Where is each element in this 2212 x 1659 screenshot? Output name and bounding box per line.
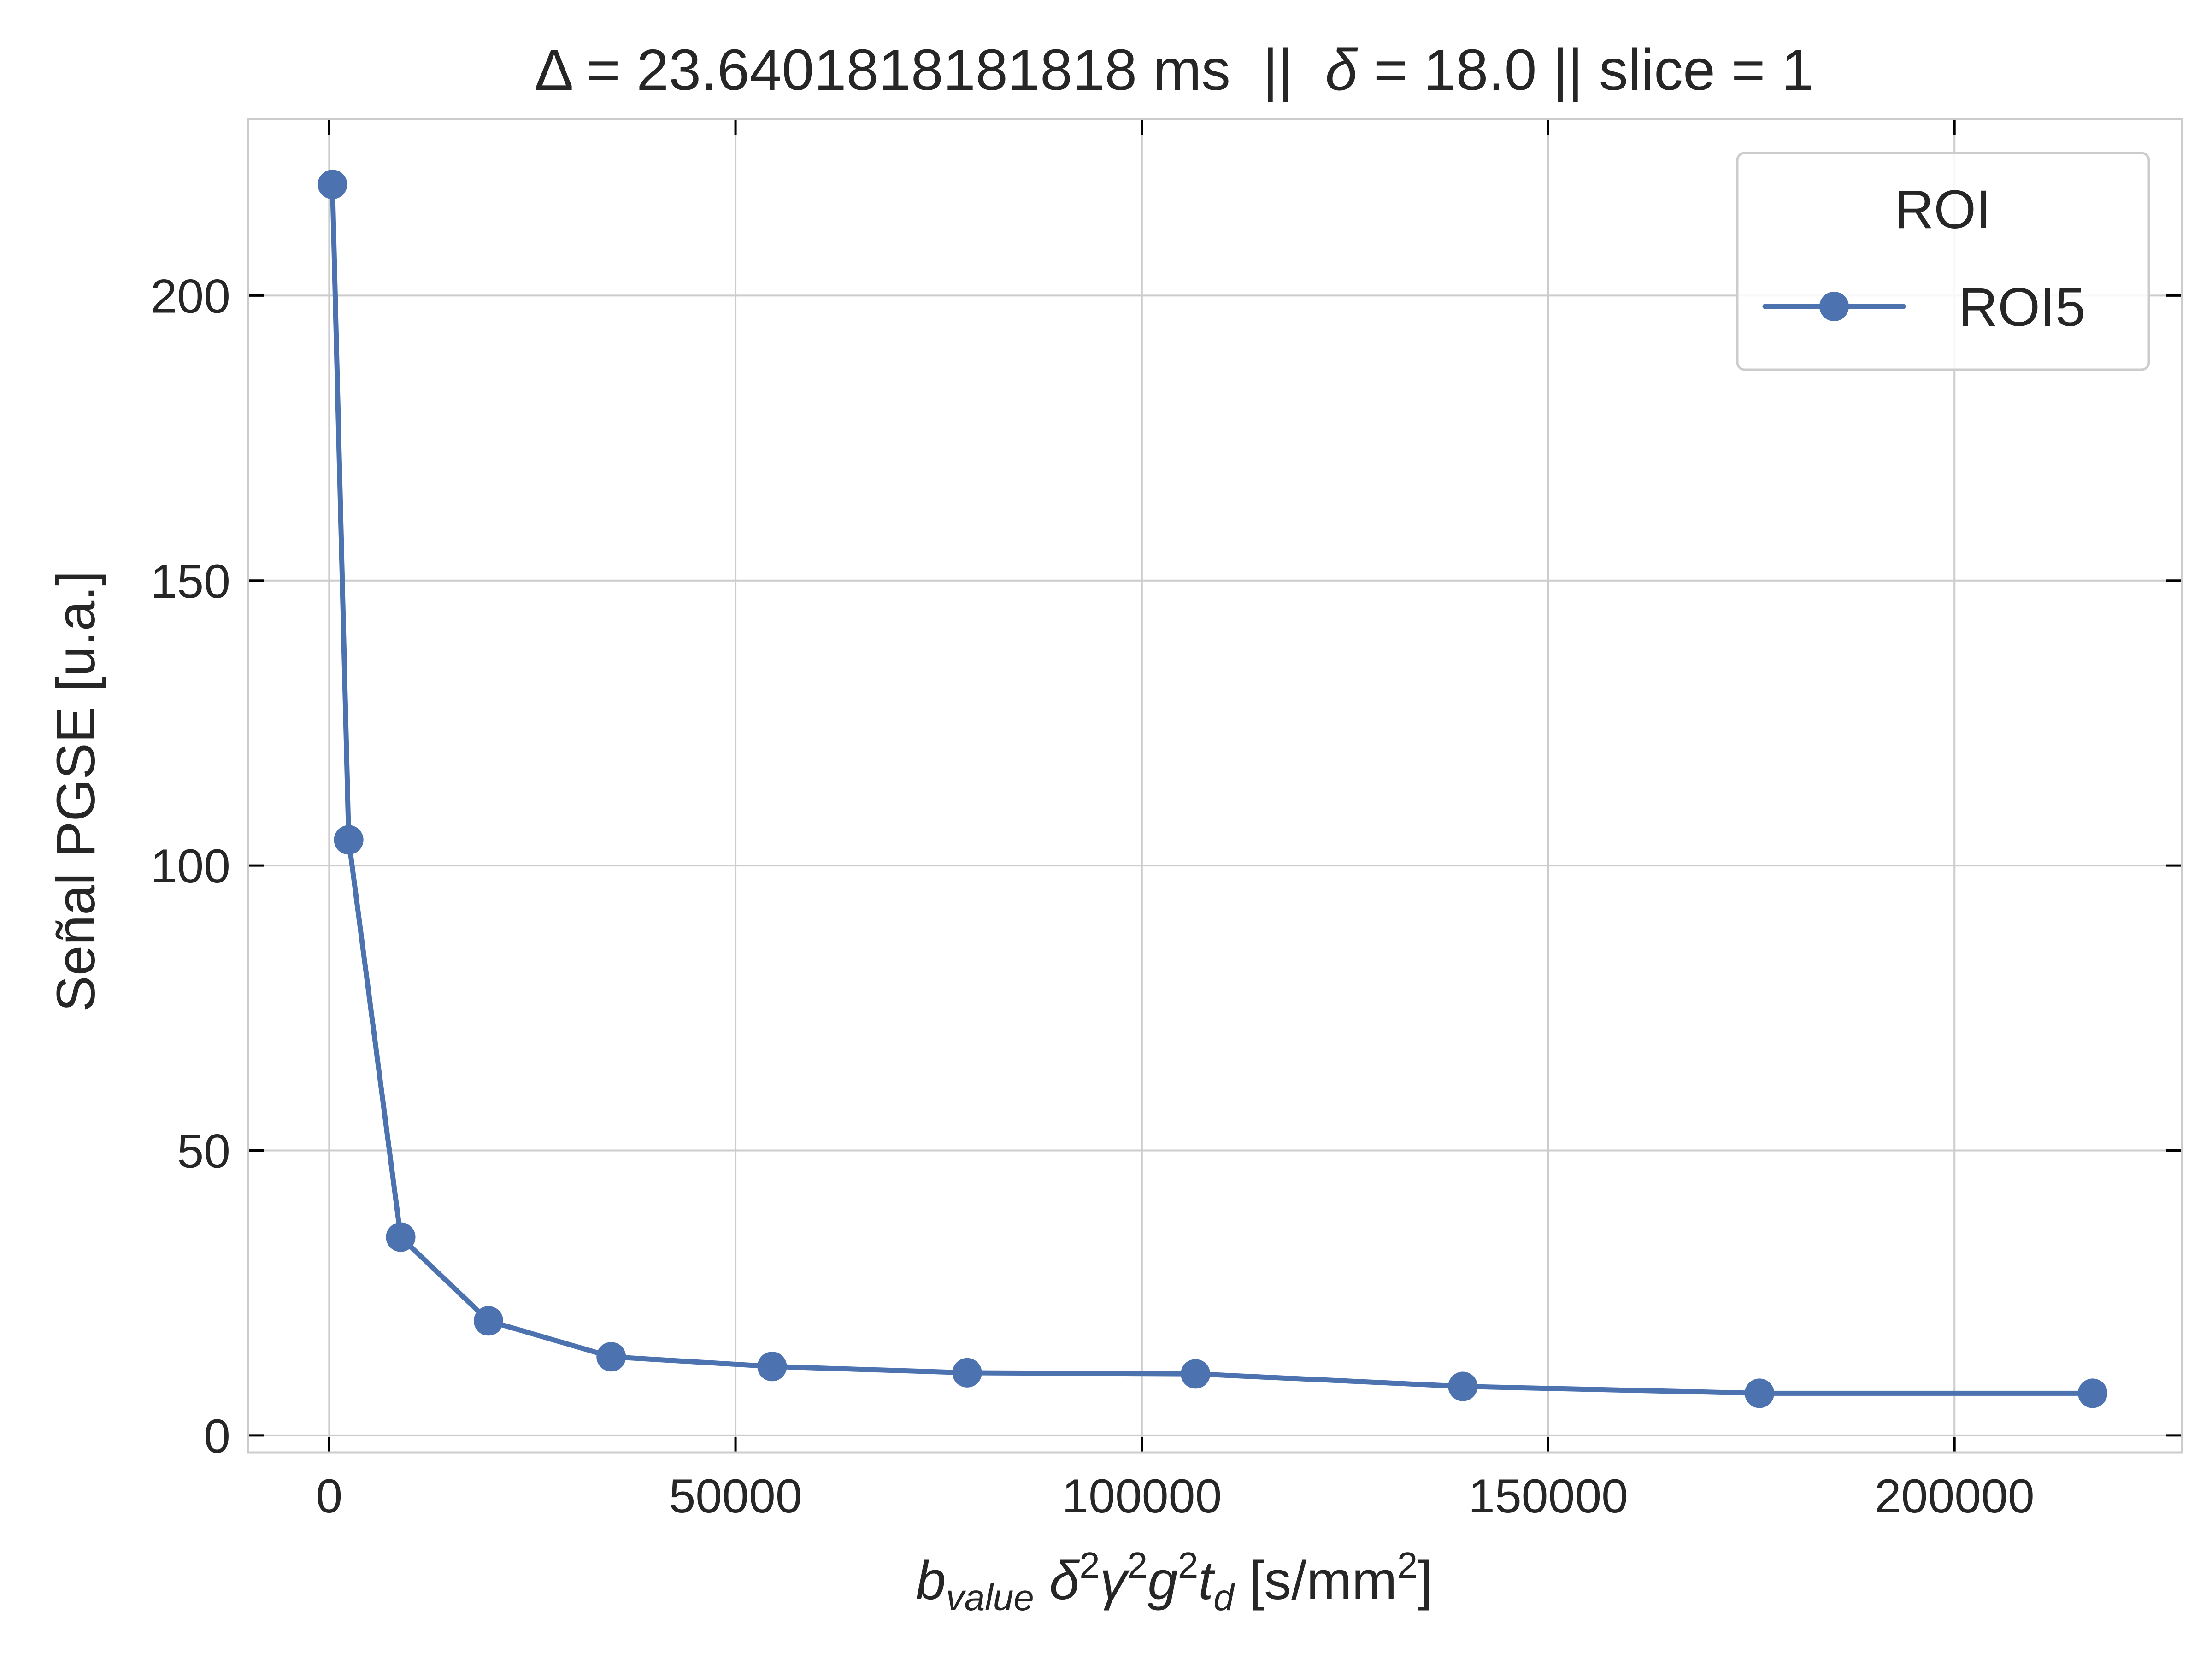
x-tick-label: 50000	[669, 1470, 802, 1523]
series-roi5	[318, 170, 2108, 1408]
data-point-roi5	[318, 170, 347, 200]
y-tick-label: 200	[150, 270, 230, 323]
xlabel-gamma: γ	[1100, 1550, 1130, 1611]
xlabel-units-close: ]	[1418, 1550, 1433, 1611]
legend-marker-roi5	[1819, 292, 1849, 321]
y-tick-labels: 0 50 100 150 200	[150, 270, 230, 1463]
y-tick-label: 50	[177, 1125, 230, 1178]
data-point-roi5	[334, 825, 364, 855]
xlabel-g: g	[1147, 1550, 1178, 1611]
xlabel-units-open: [s/mm	[1249, 1550, 1397, 1611]
data-point-roi5	[1181, 1359, 1211, 1389]
x-tick-label: 0	[316, 1470, 342, 1523]
y-axis-label: Señal PGSE [u.a.]	[46, 571, 106, 1012]
xlabel-sup-2: 2	[1127, 1545, 1148, 1586]
x-tick-labels: 0 50000 100000 150000 200000	[316, 1470, 2034, 1523]
title-part-2: = 18.0 || slice = 1	[1358, 37, 1814, 102]
legend-title: ROI	[1894, 179, 1991, 240]
xlabel-sup-3: 2	[1178, 1545, 1199, 1586]
plot-frame	[247, 118, 2183, 1454]
axis-ticks	[248, 119, 2182, 1453]
data-point-roi5	[1745, 1378, 1775, 1408]
title-delta-cap: Δ	[535, 37, 572, 102]
legend: ROI ROI5	[1736, 152, 2150, 371]
data-point-roi5	[757, 1352, 787, 1382]
y-tick-label: 100	[150, 840, 230, 893]
x-tick-label: 100000	[1062, 1470, 1222, 1523]
title-part-1: = 23.6401818181818 ms ||	[570, 37, 1325, 102]
data-point-roi5	[473, 1306, 503, 1336]
xlabel-t: t	[1198, 1550, 1215, 1611]
xlabel-sup-1: 2	[1079, 1545, 1100, 1586]
data-point-roi5	[596, 1342, 626, 1372]
data-point-roi5	[1448, 1371, 1478, 1401]
title-delta-small: δ	[1325, 37, 1359, 102]
xlabel-b-sub: value	[946, 1577, 1034, 1618]
x-tick-label: 150000	[1468, 1470, 1628, 1523]
xlabel-units-sup: 2	[1397, 1545, 1418, 1586]
y-tick-label: 0	[204, 1410, 230, 1463]
x-axis-label: bvalue δ2γ2g2td [s/mm2]	[916, 1545, 1433, 1618]
xlabel-b: b	[916, 1550, 946, 1611]
x-tick-label: 200000	[1875, 1470, 2035, 1523]
data-point-roi5	[386, 1222, 416, 1252]
chart-title: Δ = 23.6401818181818 ms || δ = 18.0 || s…	[535, 37, 1813, 102]
y-tick-label: 150	[150, 555, 230, 608]
data-point-roi5	[952, 1358, 982, 1388]
legend-label-roi5: ROI5	[1959, 277, 2085, 338]
xlabel-t-sub: d	[1213, 1577, 1235, 1618]
data-point-roi5	[2078, 1378, 2108, 1408]
xlabel-delta: δ	[1049, 1550, 1080, 1611]
